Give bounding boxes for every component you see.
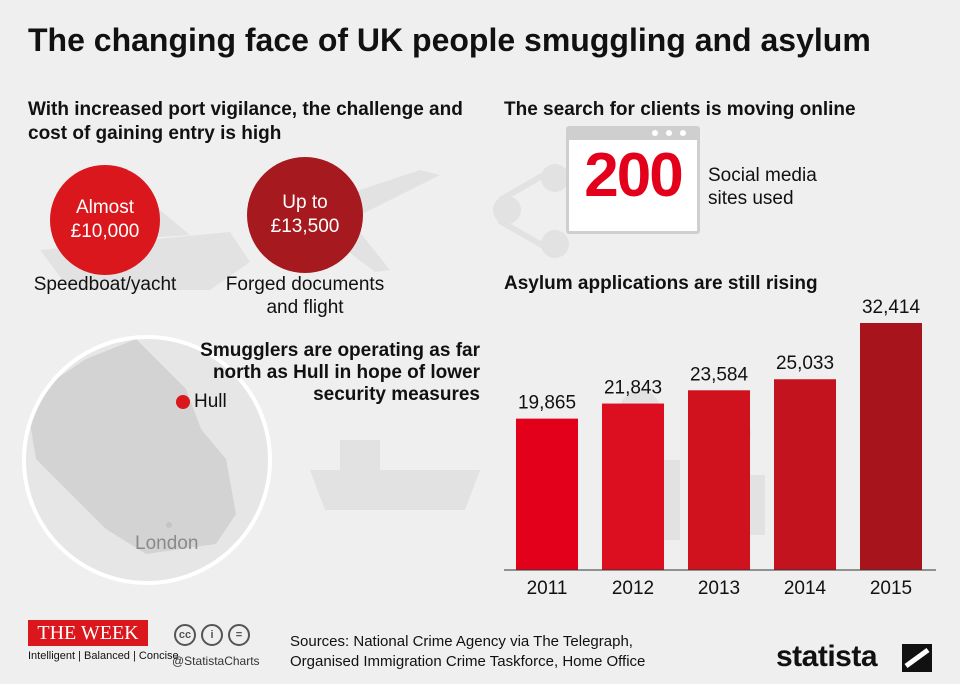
flight-label: Forged documents and flight [205, 273, 405, 319]
speedboat-cost-qualifier: Almost [75, 197, 135, 218]
hull-marker [176, 395, 190, 409]
attribution-icon: i [201, 624, 223, 646]
hull-label: Hull [194, 391, 227, 412]
data-label-2014: 25,033 [776, 353, 834, 374]
x-tick-2011: 2011 [527, 578, 568, 599]
speedboat-cost-circle: Almost £10,000 [50, 165, 160, 275]
uk-map-shape [26, 339, 236, 554]
sources-line1: Sources: National Crime Agency via The T… [290, 633, 633, 650]
chart-title: Asylum applications are still rising [504, 273, 818, 294]
data-label-2012: 21,843 [604, 378, 662, 399]
flight-cost-value: £13,500 [270, 216, 340, 237]
data-label-2013: 23,584 [690, 364, 749, 385]
social-media-count: 200 [584, 141, 683, 210]
bar-2013 [688, 390, 750, 570]
the-week-logo: THE WEEK [28, 620, 148, 646]
cost-heading: With increased port vigilance, the chall… [28, 99, 463, 144]
ship-watermark-icon [310, 440, 480, 510]
bar-2012 [602, 403, 664, 570]
asylum-bar-chart: 19,865 2011 21,843 2012 23,584 2013 25,033 2014… [504, 297, 936, 599]
london-marker [166, 522, 172, 528]
bar-2015 [860, 323, 922, 570]
cc-icon: cc [174, 624, 196, 646]
statista-handle: @StatistaCharts [172, 654, 260, 668]
london-label: London [135, 533, 199, 554]
uk-map-circle [22, 335, 272, 585]
the-week-tagline: Intelligent | Balanced | Concise [28, 650, 179, 662]
speedboat-cost-value: £10,000 [70, 221, 140, 242]
sources-text: Sources: National Crime Agency via The T… [290, 632, 710, 672]
flight-cost-qualifier: Up to [282, 192, 328, 213]
x-tick-2014: 2014 [784, 578, 827, 599]
flight-label-line2: and flight [266, 297, 344, 318]
creative-commons-icons: cc i = [174, 624, 255, 646]
page-title: The changing face of UK people smuggling… [28, 22, 871, 58]
browser-window-icon [566, 126, 700, 234]
x-tick-2013: 2013 [698, 578, 740, 599]
statista-logo: statista [776, 640, 878, 673]
x-tick-2015: 2015 [870, 578, 912, 599]
sources-line2: Organised Immigration Crime Taskforce, H… [290, 653, 646, 670]
x-tick-2012: 2012 [612, 578, 654, 599]
smugglers-note: Smugglers are operating as far north as … [200, 340, 480, 405]
data-label-2011: 19,865 [518, 393, 576, 414]
flight-cost-circle: Up to £13,500 [247, 157, 363, 273]
statista-logo-icon [902, 644, 932, 672]
browser-dots-icon [652, 130, 686, 136]
speedboat-label: Speedboat/yacht [33, 274, 177, 295]
share-watermark-icon [493, 196, 521, 224]
online-heading: The search for clients is moving online [504, 99, 856, 120]
flight-label-line1: Forged documents [225, 274, 385, 295]
bar-2011 [516, 418, 578, 570]
bar-2014 [774, 379, 836, 570]
data-label-2015: 32,414 [862, 297, 921, 318]
no-derivatives-icon: = [228, 624, 250, 646]
social-media-label: Social media sites used [708, 165, 817, 209]
